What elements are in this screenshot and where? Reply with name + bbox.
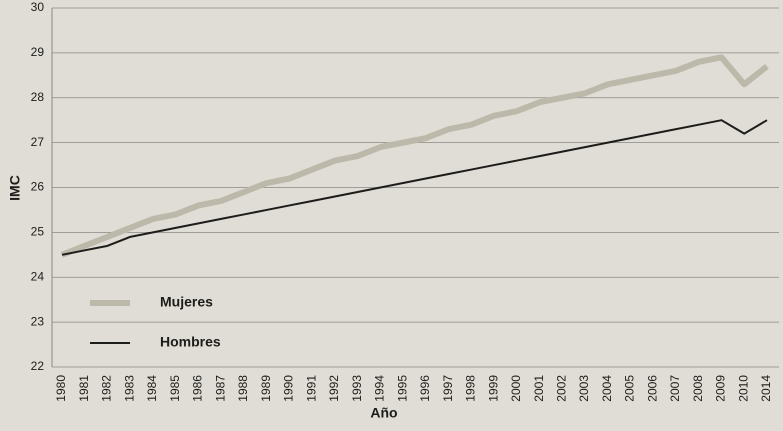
x-tick-label: 2014 [759,375,773,402]
x-tick-label: 1995 [395,375,409,402]
y-tick-label: 30 [31,0,45,14]
x-tick-label: 2007 [668,375,682,402]
x-tick-label: 1982 [100,375,114,402]
y-tick-label: 23 [31,314,45,328]
legend-label: Mujeres [160,294,213,310]
y-tick-label: 28 [31,90,45,104]
x-tick-label: 1996 [418,375,432,402]
series-line [60,54,769,258]
x-axis-label: Año [370,405,397,421]
x-tick-label: 1984 [145,375,159,402]
y-axis-label: IMC [7,175,23,201]
x-tick-label: 1985 [168,375,182,402]
y-tick-label: 25 [31,225,45,239]
x-tick-label: 1999 [486,375,500,402]
y-tick-label: 27 [31,135,45,149]
y-tick-label: 24 [31,269,45,283]
x-tick-label: 2004 [600,375,614,402]
x-tick-label: 2002 [554,375,568,402]
x-tick-label: 2001 [532,375,546,402]
x-tick-label: 1980 [54,375,68,402]
x-tick-label: 2008 [691,375,705,402]
x-tick-label: 2009 [714,375,728,402]
x-tick-label: 1988 [236,375,250,402]
x-tick-label: 1981 [77,375,91,402]
x-tick-label: 1986 [191,375,205,402]
x-tick-label: 2006 [645,375,659,402]
x-tick-label: 2000 [509,375,523,402]
y-tick-label: 22 [31,359,45,373]
y-tick-label: 29 [31,45,45,59]
legend-label: Hombres [160,334,221,350]
series-line [61,119,768,256]
x-tick-label: 2003 [577,375,591,402]
x-tick-label: 1994 [373,375,387,402]
x-tick-label: 2010 [736,375,750,402]
x-tick-label: 1989 [259,375,273,402]
x-tick-label: 1998 [464,375,478,402]
x-tick-label: 1987 [213,375,227,402]
x-tick-label: 1997 [441,375,455,402]
y-tick-label: 26 [31,180,45,194]
x-tick-label: 1990 [282,375,296,402]
x-tick-label: 1992 [327,375,341,402]
x-tick-label: 1991 [304,375,318,402]
x-tick-label: 1993 [350,375,364,402]
x-tick-label: 1983 [122,375,136,402]
x-tick-label: 2005 [623,375,637,402]
